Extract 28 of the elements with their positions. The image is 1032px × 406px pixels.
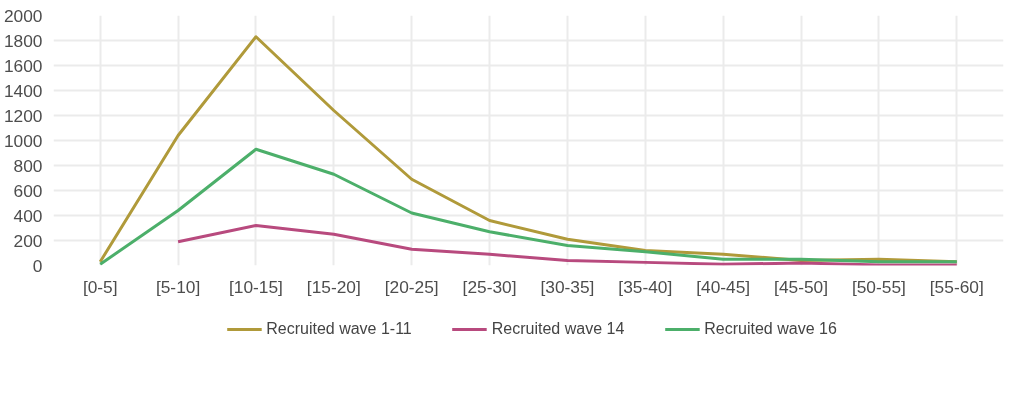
x-tick-label: [50-55] (851, 276, 906, 297)
x-tick-label: [15-20] (306, 276, 361, 297)
x-tick-label: [55-60] (929, 276, 984, 297)
x-tick-label: [45-50] (774, 276, 829, 297)
line-series (176, 224, 959, 266)
y-tick-label: 0 (32, 255, 43, 276)
y-tick-label: 1800 (3, 30, 43, 51)
x-tick-label: [25-30] (462, 276, 517, 297)
y-tick-label: 1400 (3, 80, 43, 101)
x-tick-label: [0-5] (82, 276, 118, 297)
x-tick-label: [30-35] (540, 276, 595, 297)
legend-label: Recruited wave 1-11 (266, 320, 412, 338)
x-tick-label: [40-45] (696, 276, 751, 297)
y-tick-label: 600 (13, 180, 43, 201)
line-series (98, 147, 959, 266)
x-tick-label: [20-25] (384, 276, 439, 297)
x-tick-label: [5-10] (155, 276, 201, 297)
x-tick-label: [10-15] (228, 276, 283, 297)
y-tick-label: 1600 (3, 55, 43, 76)
y-tick-label: 800 (13, 155, 43, 176)
y-tick-label: 1000 (3, 130, 43, 151)
y-tick-label: 2000 (3, 5, 43, 26)
legend-label: Recruited wave 14 (491, 320, 625, 338)
legend-label: Recruited wave 16 (704, 320, 837, 338)
x-tick-label: [35-40] (618, 276, 673, 297)
y-tick-label: 200 (13, 230, 43, 251)
y-tick-label: 400 (13, 205, 43, 226)
y-tick-label: 1200 (3, 105, 43, 126)
